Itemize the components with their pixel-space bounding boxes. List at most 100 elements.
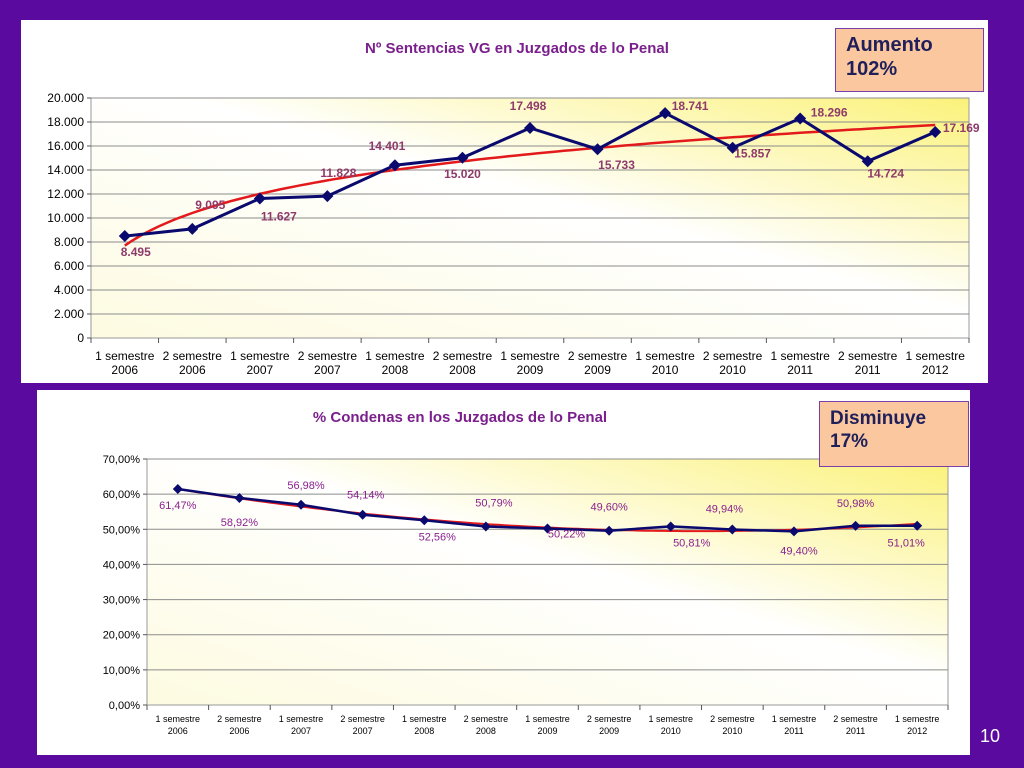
x-tick-label: 1 semestre (895, 714, 940, 724)
data-point (253, 192, 266, 205)
y-tick-label: 14.000 (47, 163, 84, 177)
y-tick-label: 10,00% (103, 665, 141, 677)
x-tick-label: 2010 (719, 363, 746, 377)
data-label: 11.828 (320, 166, 356, 180)
x-tick-label: 2 semestre (568, 349, 628, 363)
x-tick-label: 2010 (722, 726, 742, 736)
data-point (726, 141, 739, 154)
x-tick-label: 1 semestre (635, 349, 695, 363)
x-tick-label: 2006 (168, 726, 188, 736)
x-tick-label: 2 semestre (710, 714, 755, 724)
y-tick-label: 18.000 (47, 115, 84, 129)
chart-panel-sentencias: Nº Sentencias VG en Juzgados de lo Penal… (21, 20, 988, 383)
x-tick-label: 2012 (907, 726, 927, 736)
data-label: 15.733 (598, 158, 635, 172)
x-tick-label: 2012 (922, 363, 949, 377)
x-tick-label: 2007 (291, 726, 311, 736)
x-tick-label: 2 semestre (217, 714, 262, 724)
data-point (321, 190, 334, 203)
increase-callout: Aumento 102% (835, 28, 984, 92)
decrease-callout: Disminuye 17% (819, 401, 969, 467)
data-label: 9.095 (195, 198, 225, 212)
data-point (794, 112, 807, 125)
data-label: 18.741 (672, 99, 709, 113)
data-label: 49,60% (590, 502, 628, 514)
x-tick-label: 2010 (652, 363, 679, 377)
x-tick-label: 2 semestre (298, 349, 358, 363)
y-tick-label: 0 (77, 331, 84, 345)
x-tick-label: 2011 (846, 726, 865, 736)
data-point (456, 151, 469, 164)
plot-area (146, 458, 949, 706)
data-label: 17.169 (943, 121, 980, 135)
x-tick-label: 2008 (382, 363, 409, 377)
x-tick-label: 2009 (537, 726, 557, 736)
data-label: 51,01% (888, 538, 926, 550)
x-tick-label: 2008 (449, 363, 476, 377)
data-point (850, 520, 861, 531)
y-tick-label: 8.000 (54, 235, 84, 249)
y-tick-label: 10.000 (47, 211, 84, 225)
data-point (419, 515, 430, 526)
x-tick-label: 1 semestre (906, 349, 966, 363)
y-tick-label: 70,00% (103, 454, 141, 466)
data-point (480, 521, 491, 532)
data-point (296, 499, 307, 510)
y-tick-label: 20,00% (103, 630, 141, 642)
x-tick-label: 1 semestre (279, 714, 324, 724)
data-point (665, 521, 676, 532)
data-label: 15.020 (444, 167, 481, 181)
data-label: 11.627 (261, 209, 297, 223)
x-tick-label: 1 semestre (95, 349, 155, 363)
x-tick-label: 2 semestre (163, 349, 223, 363)
x-tick-label: 1 semestre (402, 714, 447, 724)
x-tick-label: 1 semestre (500, 349, 560, 363)
x-tick-label: 2010 (661, 726, 681, 736)
chart-panel-condenas: % Condenas en los Juzgados de lo Penal 0,… (37, 390, 970, 755)
y-tick-label: 0,00% (109, 700, 140, 712)
data-label: 58,92% (221, 517, 259, 529)
callout-label: Aumento (846, 34, 933, 56)
y-tick-label: 16.000 (47, 139, 84, 153)
data-point (861, 155, 874, 168)
y-tick-label: 2.000 (54, 307, 84, 321)
data-label: 15.857 (734, 147, 771, 161)
data-label: 52,56% (419, 531, 457, 543)
data-point (357, 509, 368, 520)
data-label: 14.401 (369, 139, 406, 153)
data-label: 14.724 (867, 166, 904, 180)
data-point (929, 125, 942, 138)
y-tick-label: 20.000 (47, 91, 84, 105)
x-tick-label: 1 semestre (525, 714, 570, 724)
x-tick-label: 2011 (855, 363, 881, 377)
callout-value: 102% (846, 58, 898, 80)
data-label: 49,40% (780, 545, 818, 557)
data-label: 61,47% (159, 500, 197, 512)
chart-title: Nº Sentencias VG en Juzgados de lo Penal (365, 40, 669, 57)
data-point (172, 483, 183, 494)
data-label: 50,98% (837, 498, 875, 510)
x-tick-label: 2008 (414, 726, 434, 736)
x-tick-label: 2006 (179, 363, 206, 377)
data-label: 50,81% (673, 537, 711, 549)
data-label: 8.495 (121, 245, 151, 259)
x-tick-label: 2007 (353, 726, 373, 736)
x-tick-label: 1 semestre (230, 349, 290, 363)
data-point (118, 230, 131, 243)
data-label: 50,22% (548, 529, 586, 541)
y-tick-label: 30,00% (103, 595, 141, 607)
x-tick-label: 2 semestre (340, 714, 385, 724)
data-label: 50,79% (475, 498, 513, 510)
y-tick-label: 60,00% (103, 489, 141, 501)
data-point (186, 222, 199, 235)
x-tick-label: 2009 (517, 363, 544, 377)
y-tick-label: 50,00% (103, 524, 141, 536)
x-tick-label: 2006 (229, 726, 249, 736)
data-label: 17.498 (510, 99, 547, 113)
data-point (591, 143, 604, 156)
x-tick-label: 2 semestre (587, 714, 632, 724)
callout-label: Disminuye (830, 408, 927, 429)
x-tick-label: 1 semestre (770, 349, 830, 363)
data-point (788, 526, 799, 537)
y-tick-label: 6.000 (54, 259, 84, 273)
